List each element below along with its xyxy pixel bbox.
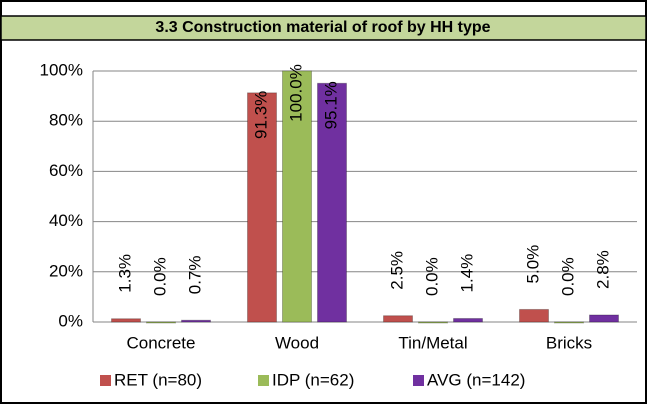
value-label: 1.4% — [457, 254, 476, 293]
y-tick-label: 80% — [49, 111, 83, 130]
value-label: 2.5% — [387, 251, 406, 290]
bar — [383, 315, 413, 323]
y-tick-label: 100% — [40, 60, 83, 79]
title-bar — [0, 15, 647, 41]
legend-label: RET (n=80) — [114, 370, 202, 389]
legend-swatch — [100, 375, 111, 386]
y-tick-label: 40% — [49, 211, 83, 230]
value-label: 0.0% — [422, 257, 441, 296]
value-label: 2.8% — [593, 250, 612, 289]
value-label: 91.3% — [251, 91, 270, 139]
chart-title: 3.3 Construction material of roof by HH … — [155, 19, 490, 36]
bar — [418, 321, 448, 324]
x-tick-label: Concrete — [127, 333, 196, 352]
bar — [519, 308, 549, 323]
bar — [247, 92, 277, 323]
bar — [181, 319, 211, 323]
bar — [111, 318, 141, 323]
bar — [282, 70, 312, 323]
legend-label: AVG (n=142) — [427, 370, 525, 389]
value-label: 95.1% — [321, 81, 340, 129]
legend-label: IDP (n=62) — [272, 370, 354, 389]
bar — [589, 314, 619, 323]
bar — [317, 82, 347, 323]
value-label: 1.3% — [115, 254, 134, 293]
value-label: 0.0% — [558, 257, 577, 296]
value-label: 5.0% — [523, 245, 542, 284]
value-label: 0.0% — [150, 257, 169, 296]
y-tick-label: 60% — [49, 161, 83, 180]
x-tick-label: Wood — [275, 333, 319, 352]
bar — [453, 317, 483, 323]
y-tick-label: 20% — [49, 261, 83, 280]
x-tick-label: Tin/Metal — [398, 333, 467, 352]
y-tick-label: 0% — [58, 311, 83, 330]
bar — [554, 321, 584, 324]
legend-swatch — [258, 375, 269, 386]
value-label: 0.7% — [185, 255, 204, 294]
value-label: 100.0% — [286, 64, 305, 122]
legend-swatch — [413, 375, 424, 386]
x-tick-label: Bricks — [546, 333, 592, 352]
bar — [146, 321, 176, 324]
